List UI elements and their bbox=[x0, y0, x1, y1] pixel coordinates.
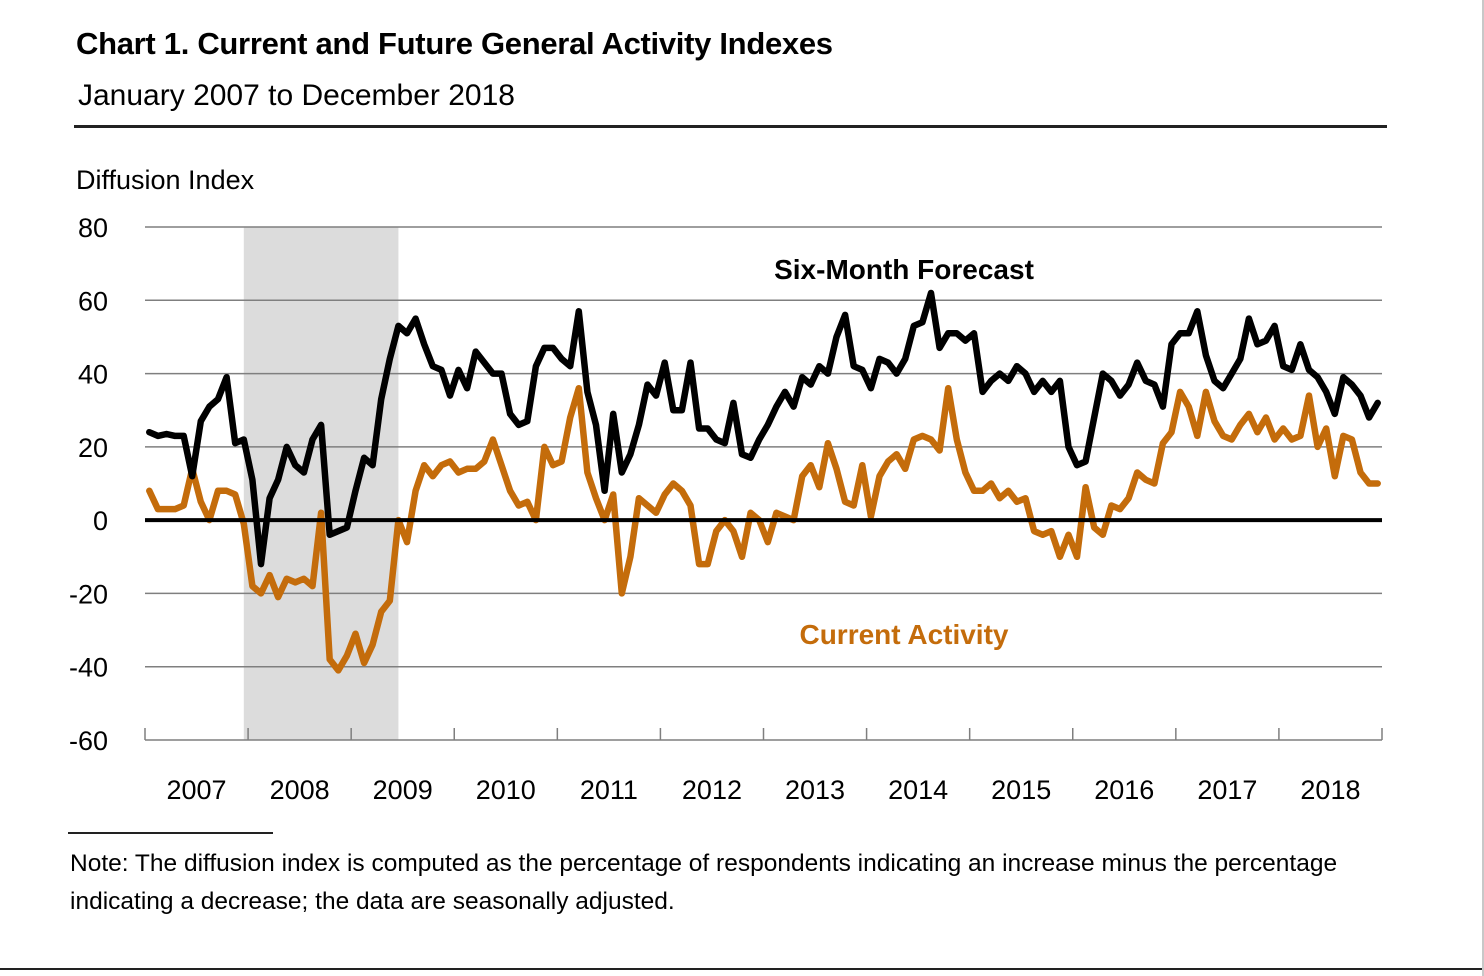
y-tick-label: 60 bbox=[78, 286, 108, 316]
x-tick-label: 2009 bbox=[373, 775, 433, 805]
shaded-regions bbox=[243, 227, 399, 740]
chart-subtitle: January 2007 to December 2018 bbox=[78, 79, 515, 112]
x-tick-label: 2007 bbox=[167, 775, 227, 805]
x-axis: 2007 2008 2009 2010 2011 2012 2013 2014 2015 2016… bbox=[144, 728, 1383, 805]
current-activity-label: Current Activity bbox=[799, 619, 1008, 650]
y-tick-label: 40 bbox=[78, 360, 108, 390]
x-tick-label: 2017 bbox=[1197, 775, 1257, 805]
x-tick-label: 2014 bbox=[888, 775, 948, 805]
six-month-forecast-label: Six-Month Forecast bbox=[774, 254, 1034, 285]
y-axis-ticks: 80 60 40 20 0 -20 -40 -60 bbox=[69, 213, 108, 756]
series-lines bbox=[145, 289, 1382, 674]
x-tick-label: 2008 bbox=[270, 775, 330, 805]
right-border bbox=[1482, 0, 1484, 976]
footnote: Note: The diffusion index is computed as… bbox=[70, 850, 1338, 915]
bottom-border bbox=[0, 968, 1484, 970]
x-tick-label: 2015 bbox=[991, 775, 1051, 805]
current-activity-line bbox=[146, 384, 1381, 674]
y-tick-label: 20 bbox=[78, 433, 108, 463]
six-month-forecast-line bbox=[146, 289, 1381, 568]
x-tick-label: 2013 bbox=[785, 775, 845, 805]
x-tick-label: 2011 bbox=[580, 775, 638, 805]
note-divider bbox=[68, 832, 273, 834]
x-tick-label: 2012 bbox=[682, 775, 742, 805]
chart-title: Chart 1. Current and Future General Acti… bbox=[76, 26, 833, 61]
x-tick-label: 2010 bbox=[476, 775, 536, 805]
y-tick-label: 0 bbox=[93, 506, 108, 536]
y-axis-label: Diffusion Index bbox=[76, 165, 255, 195]
y-tick-label: -60 bbox=[69, 726, 108, 756]
y-tick-label: 80 bbox=[78, 213, 108, 243]
x-tick-label: 2018 bbox=[1300, 775, 1360, 805]
y-tick-label: -40 bbox=[69, 653, 108, 683]
x-tick-label: 2016 bbox=[1094, 775, 1154, 805]
series-labels: Six-Month Forecast Current Activity bbox=[774, 254, 1034, 650]
title-divider bbox=[74, 125, 1387, 128]
gridlines bbox=[145, 226, 1382, 668]
recession-shading bbox=[243, 227, 399, 740]
y-tick-label: -20 bbox=[69, 579, 108, 609]
